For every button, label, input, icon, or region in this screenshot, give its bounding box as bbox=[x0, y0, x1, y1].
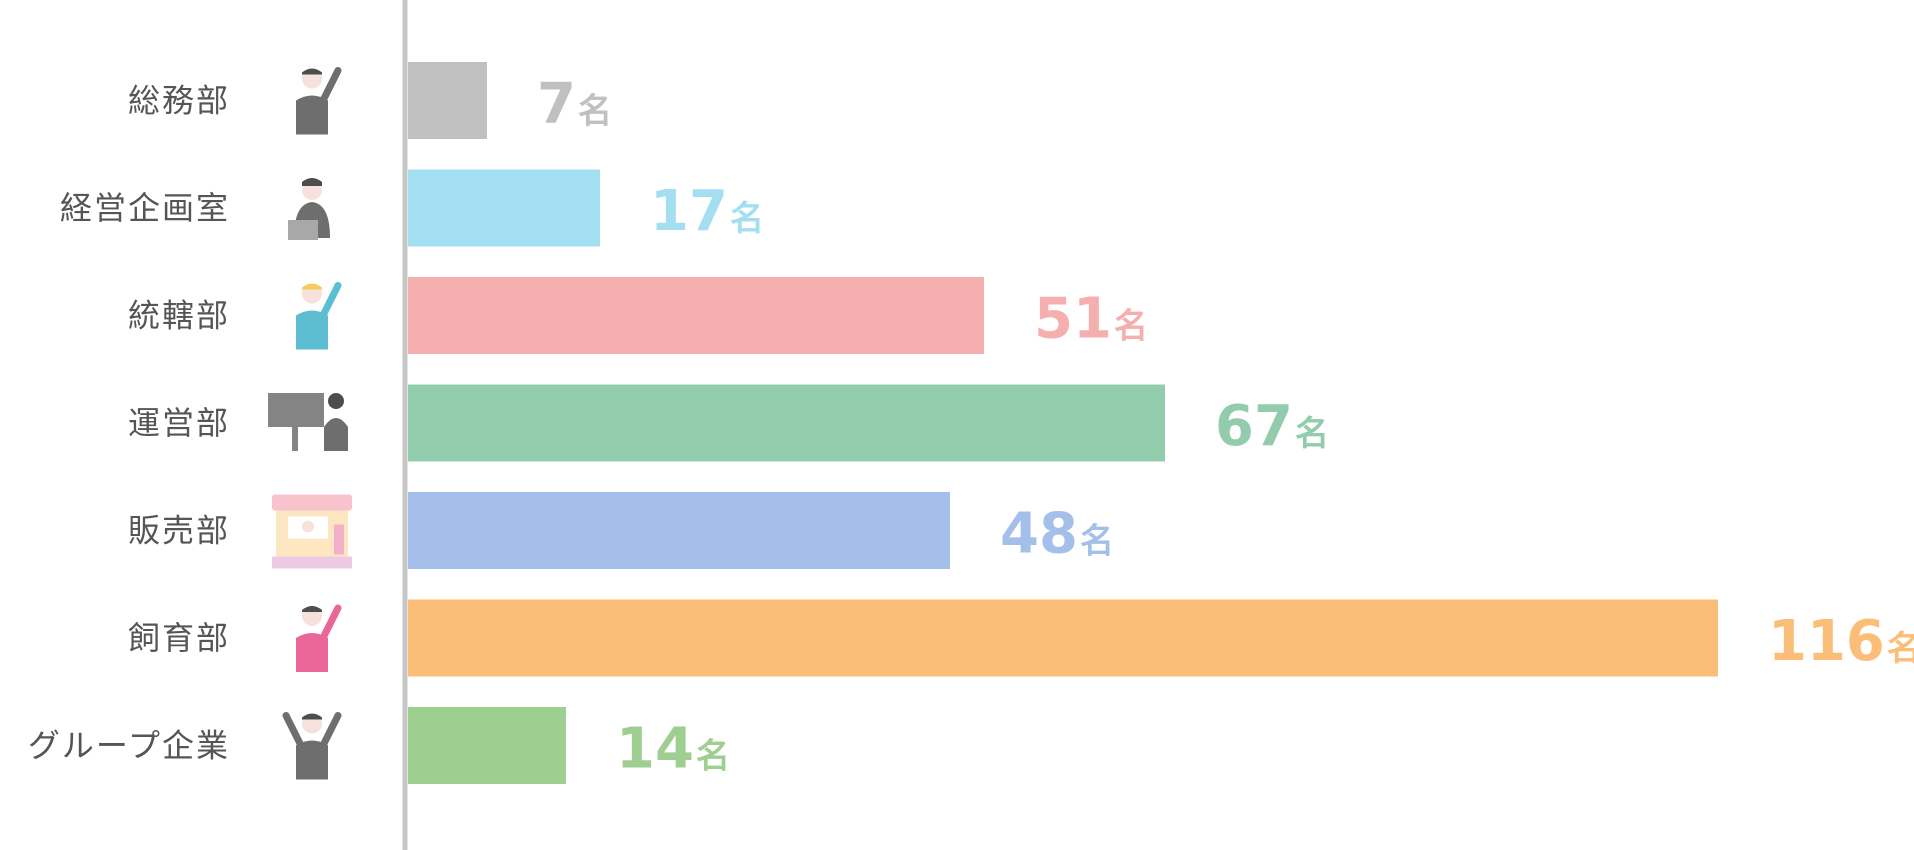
bar-row: 飼育部 116名 bbox=[128, 599, 1914, 677]
category-label: 運営部 bbox=[128, 404, 230, 442]
category-label: グループ企業 bbox=[28, 727, 230, 765]
bar bbox=[408, 707, 566, 784]
bar-row: 運営部 67名 bbox=[128, 384, 1329, 462]
bar bbox=[408, 492, 950, 569]
category-label: 飼育部 bbox=[128, 619, 230, 657]
bar bbox=[408, 277, 984, 354]
bar bbox=[408, 384, 1165, 462]
presenter-icon bbox=[296, 67, 342, 135]
bar-row: 総務部 7名 bbox=[128, 62, 612, 139]
bar-row: 経営企画室 17名 bbox=[60, 169, 764, 247]
category-label: 販売部 bbox=[128, 512, 230, 550]
value-label: 67名 bbox=[1215, 394, 1329, 459]
bar bbox=[408, 62, 487, 139]
cheering-person-icon bbox=[282, 712, 342, 780]
monitor-worker-icon bbox=[268, 393, 348, 451]
bar-row: 統轄部 51名 bbox=[128, 277, 1148, 354]
hardhat-worker-icon bbox=[296, 282, 342, 350]
value-label: 51名 bbox=[1034, 287, 1148, 352]
category-label: 総務部 bbox=[128, 82, 230, 120]
bar-row: 販売部 48名 bbox=[128, 492, 1114, 569]
shop-stall-icon bbox=[272, 494, 352, 569]
zookeeper-icon bbox=[296, 604, 342, 672]
bar-row: グループ企業 14名 bbox=[28, 707, 730, 784]
value-label: 7名 bbox=[537, 72, 612, 137]
value-label: 14名 bbox=[616, 717, 730, 782]
category-label: 統轄部 bbox=[128, 297, 230, 335]
value-label: 48名 bbox=[1000, 502, 1114, 567]
bar bbox=[408, 169, 600, 247]
value-label: 116名 bbox=[1768, 609, 1914, 674]
bar bbox=[408, 599, 1718, 677]
value-label: 17名 bbox=[650, 179, 764, 244]
laptop-worker-icon bbox=[288, 178, 330, 240]
category-label: 経営企画室 bbox=[60, 189, 230, 227]
